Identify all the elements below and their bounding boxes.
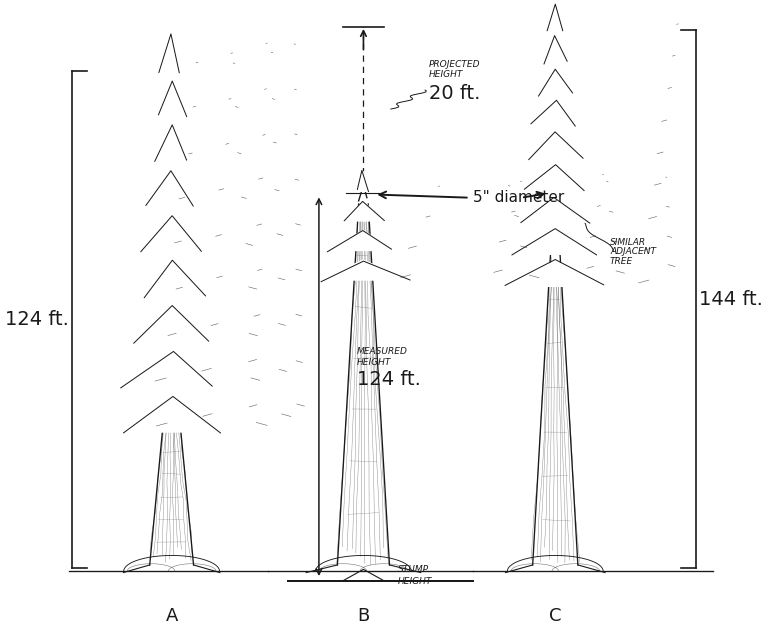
Text: HEIGHT: HEIGHT xyxy=(356,357,391,366)
Polygon shape xyxy=(121,351,211,387)
Text: A: A xyxy=(165,607,178,625)
Polygon shape xyxy=(508,261,604,286)
Text: 124 ft.: 124 ft. xyxy=(5,310,69,329)
Text: ADJACENT: ADJACENT xyxy=(610,247,656,256)
Polygon shape xyxy=(519,197,591,222)
Text: 144 ft.: 144 ft. xyxy=(699,289,763,308)
Polygon shape xyxy=(358,172,371,191)
Text: TREE: TREE xyxy=(610,256,634,265)
Polygon shape xyxy=(164,35,180,71)
Text: PROJECTED: PROJECTED xyxy=(429,60,480,69)
Polygon shape xyxy=(319,260,408,280)
Polygon shape xyxy=(532,100,578,126)
Text: HEIGHT: HEIGHT xyxy=(429,70,463,79)
Polygon shape xyxy=(548,4,562,30)
Polygon shape xyxy=(141,216,203,251)
Polygon shape xyxy=(134,306,208,342)
Polygon shape xyxy=(146,170,194,207)
Polygon shape xyxy=(161,80,184,116)
Polygon shape xyxy=(122,396,221,432)
Text: 124 ft.: 124 ft. xyxy=(356,370,420,389)
Text: B: B xyxy=(357,607,369,625)
Polygon shape xyxy=(143,261,207,296)
Polygon shape xyxy=(544,36,567,62)
Text: 20 ft.: 20 ft. xyxy=(429,84,480,102)
Polygon shape xyxy=(525,165,586,190)
Polygon shape xyxy=(345,201,382,221)
Text: 5" diameter: 5" diameter xyxy=(473,190,564,205)
Polygon shape xyxy=(327,230,392,251)
Polygon shape xyxy=(511,228,598,254)
Polygon shape xyxy=(156,125,187,162)
Polygon shape xyxy=(539,68,572,94)
Polygon shape xyxy=(528,132,583,158)
Text: SIMILAR: SIMILAR xyxy=(610,237,646,247)
Text: MEASURED: MEASURED xyxy=(356,347,408,356)
Text: C: C xyxy=(549,607,561,625)
Text: HEIGHT: HEIGHT xyxy=(398,577,432,586)
Text: STUMP: STUMP xyxy=(398,565,429,574)
